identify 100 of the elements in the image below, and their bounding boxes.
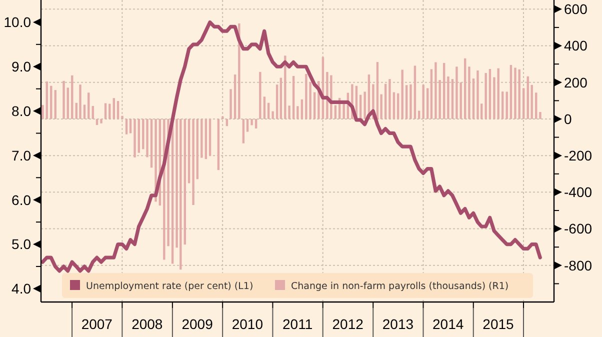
bar [104,103,107,119]
bar [180,118,182,270]
bar [62,80,65,119]
x-tick-label: 2007 [81,316,113,332]
bar [108,104,111,119]
bar [200,118,203,158]
y2-tick-label: -800 [564,257,592,274]
bar [300,99,304,119]
bar [464,58,466,119]
bar [526,76,529,119]
bar [50,86,52,119]
bar [442,62,446,119]
bar [539,112,542,119]
bar [392,92,396,119]
y2-tick-label: 600 [564,1,588,18]
bar [497,68,500,119]
bar [501,92,504,119]
bar [414,66,416,119]
bar [230,89,232,119]
y-tick-label: 7.0 [12,147,32,164]
bar [510,64,512,119]
y2-tick-label: 0 [564,110,572,127]
bar [292,76,295,119]
bar [222,116,224,119]
legend-label: Unemployment rate (per cent) (L1) [86,281,254,292]
bar [263,96,266,119]
x-tick-label: 2013 [382,316,414,332]
bar [192,118,194,205]
bar [138,118,140,153]
bar [518,69,520,119]
bar [506,92,508,119]
y-tick-label: 10.0 [4,14,32,30]
bar [422,84,424,119]
line-series [40,20,542,273]
bar [476,70,479,119]
bar [54,90,56,119]
bar [430,69,433,119]
bar [234,74,236,119]
bar [535,92,538,119]
x-tick-label: 2014 [432,316,464,332]
y-tick-label: 5.0 [12,236,32,252]
bar [396,93,400,119]
y2-tick-label: -200 [564,147,592,164]
bar [280,78,282,119]
bar [246,118,249,132]
bar [330,75,332,119]
bar [313,92,316,119]
bar [100,118,102,124]
bar [146,118,148,158]
bar [522,88,525,119]
bar [384,84,387,119]
bar [451,79,454,119]
bar [388,79,391,119]
x-tick-label: 2012 [332,316,364,332]
bar [79,84,82,119]
bar [326,72,328,119]
bar [254,118,258,128]
bar [472,78,475,119]
x-tick-label: 2011 [282,316,313,332]
bar [276,84,278,119]
bar [204,118,208,160]
bar [188,118,190,184]
y2-tick-label: 400 [564,38,588,54]
bar [376,62,379,119]
y-tick-label: 9.0 [12,58,32,75]
bar [272,111,274,119]
bar [92,106,94,119]
x-tick-label: 2015 [482,316,514,332]
bar [66,88,69,119]
bar [46,81,48,119]
y2-tick-label: -400 [564,184,592,200]
bar [342,103,345,119]
bar [217,118,220,170]
x-tick-label: 2009 [182,316,214,332]
bar [410,84,412,119]
bar [184,118,186,245]
bar [296,106,299,119]
bar [401,70,404,119]
bar [259,72,262,119]
bar [242,118,245,144]
bar [305,74,308,119]
bar [434,62,437,119]
bar [121,116,124,119]
bar [112,98,115,119]
y2-tick-label: 200 [564,74,588,90]
x-tick-label: 2008 [132,316,163,332]
bar [250,118,253,126]
bar [267,102,270,119]
bar [468,66,470,119]
bar [456,66,458,119]
bar [96,118,98,126]
bar [426,88,429,119]
bar [196,118,199,180]
y-tick-label: 8.0 [12,102,32,119]
bar [418,110,420,119]
bar [150,118,153,168]
bar [514,68,516,119]
bar [484,73,487,119]
y-tick-label: 6.0 [12,192,32,208]
bar [405,85,408,119]
